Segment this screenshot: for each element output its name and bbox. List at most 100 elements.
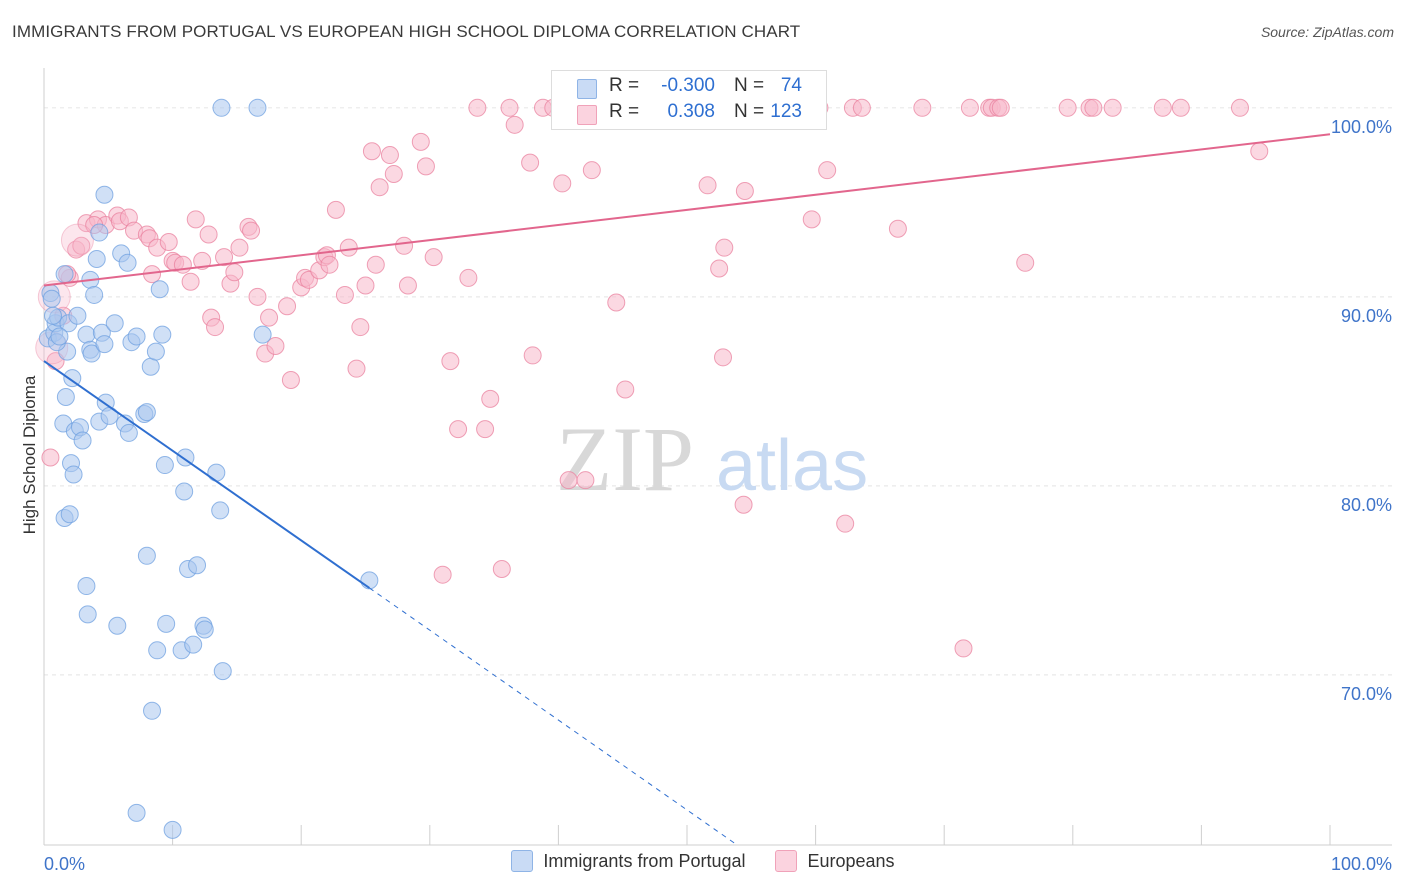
data-point-europeans	[559, 471, 578, 490]
r-label: R =	[609, 101, 640, 122]
data-point-europeans	[607, 293, 626, 312]
watermark-zip: ZIP	[556, 408, 694, 510]
data-point-portugal	[68, 306, 87, 325]
data-point-europeans	[913, 98, 932, 117]
data-point-portugal	[85, 285, 104, 304]
data-point-europeans	[326, 200, 345, 219]
data-point-europeans	[362, 142, 381, 161]
data-point-europeans	[1084, 98, 1103, 117]
data-point-europeans	[1250, 142, 1269, 161]
data-point-europeans	[735, 181, 754, 200]
y-tick-label: 70.0%	[1341, 684, 1392, 704]
data-point-portugal	[119, 423, 138, 442]
data-point-portugal	[148, 641, 167, 660]
data-point-europeans	[492, 560, 511, 579]
data-point-europeans	[347, 359, 366, 378]
data-point-europeans	[852, 98, 871, 117]
stats-swatch-portugal	[577, 79, 597, 99]
y-tick-label: 80.0%	[1341, 495, 1392, 515]
data-point-europeans	[616, 380, 635, 399]
data-point-portugal	[95, 185, 114, 204]
data-point-europeans	[836, 514, 855, 533]
legend: Immigrants from Portugal Europeans	[0, 850, 1406, 872]
data-point-europeans	[351, 318, 370, 337]
legend-label-portugal: Immigrants from Portugal	[543, 850, 746, 871]
data-point-portugal	[211, 501, 230, 520]
data-point-portugal	[105, 314, 124, 333]
data-point-portugal	[141, 357, 160, 376]
data-point-portugal	[82, 344, 101, 363]
y-tick-label: 90.0%	[1341, 306, 1392, 326]
data-point-europeans	[215, 248, 234, 267]
stats-row-portugal: R = -0.300 N = 74	[552, 75, 826, 101]
data-point-europeans	[1058, 98, 1077, 117]
data-point-europeans	[206, 318, 225, 337]
data-point-portugal	[127, 327, 146, 346]
data-point-portugal	[127, 803, 146, 822]
data-point-europeans	[199, 225, 218, 244]
data-point-portugal	[253, 325, 272, 344]
trend-line-portugal	[43, 360, 370, 589]
data-point-europeans	[500, 98, 519, 117]
data-point-portugal	[360, 571, 379, 590]
data-point-europeans-cluster	[60, 223, 94, 257]
n-label: N =	[734, 101, 765, 122]
data-point-europeans	[281, 371, 300, 389]
data-point-europeans	[888, 219, 907, 238]
data-point-portugal	[87, 250, 106, 269]
data-point-europeans	[1153, 98, 1172, 117]
data-point-portugal	[212, 98, 231, 117]
data-point-europeans	[523, 346, 542, 365]
data-point-europeans	[416, 157, 435, 176]
data-point-europeans	[41, 448, 60, 467]
data-point-portugal	[155, 456, 174, 475]
data-point-portugal	[63, 369, 82, 388]
data-point-europeans	[476, 420, 495, 439]
legend-item-portugal[interactable]: Immigrants from Portugal	[511, 850, 745, 872]
grid	[44, 107, 1392, 676]
data-point-europeans	[181, 272, 200, 291]
data-point-portugal	[137, 403, 156, 422]
watermark-atlas: atlas	[716, 426, 868, 506]
data-point-portugal	[137, 546, 156, 565]
data-point-europeans	[230, 238, 249, 257]
r-value: 0.308	[667, 101, 715, 122]
data-point-portugal	[143, 701, 162, 720]
data-point-portugal	[44, 306, 63, 325]
data-point-portugal	[207, 463, 226, 482]
data-point-europeans	[433, 565, 452, 584]
data-point-europeans	[960, 98, 979, 117]
data-point-europeans	[481, 389, 500, 408]
data-point-europeans	[193, 251, 212, 270]
data-point-europeans	[242, 221, 261, 240]
n-value: 74	[780, 75, 802, 96]
data-point-europeans	[954, 639, 973, 658]
data-point-portugal	[55, 265, 74, 284]
data-point-europeans	[710, 259, 729, 278]
data-point-europeans	[459, 268, 478, 287]
data-point-portugal	[56, 388, 75, 407]
data-point-europeans	[468, 98, 487, 117]
n-value: 123	[770, 101, 802, 122]
data-point-europeans	[356, 276, 375, 295]
r-value: -0.300	[661, 75, 715, 96]
data-point-europeans	[366, 255, 385, 274]
n-label: N =	[734, 75, 765, 96]
stats-row-europeans: R = 0.308 N = 123	[552, 101, 826, 127]
data-point-portugal	[73, 431, 92, 450]
series-portugal-points	[38, 98, 379, 839]
data-point-europeans	[248, 287, 267, 306]
data-point-europeans	[505, 115, 524, 134]
data-point-portugal	[77, 577, 96, 596]
legend-label-europeans: Europeans	[807, 850, 895, 871]
x-tick-label-max: 100.0%	[1331, 854, 1392, 874]
data-point-europeans	[278, 297, 297, 316]
data-point-portugal	[213, 662, 232, 681]
data-point-portugal	[188, 556, 207, 575]
legend-item-europeans[interactable]: Europeans	[775, 850, 895, 872]
data-point-portugal	[248, 98, 267, 117]
data-point-europeans	[395, 236, 414, 255]
data-point-europeans	[802, 210, 821, 229]
data-point-europeans	[260, 308, 279, 327]
